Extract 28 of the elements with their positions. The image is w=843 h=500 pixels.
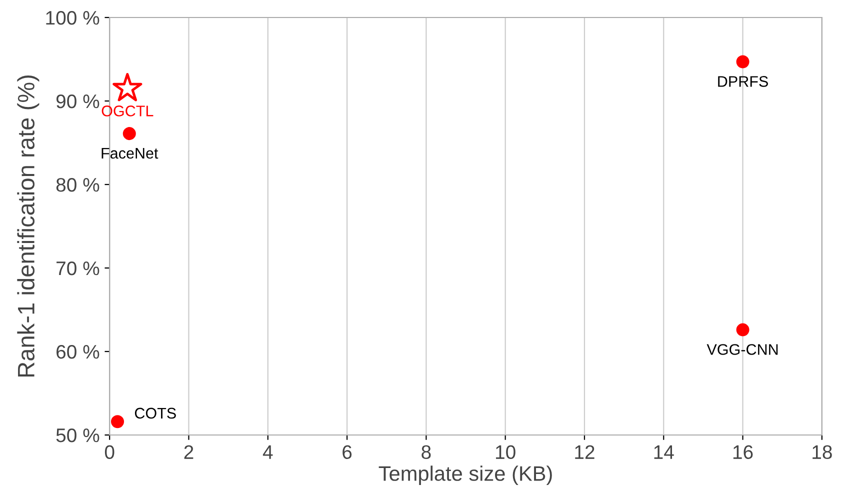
x-tick-label: 10 [496,445,516,460]
y-tick-label: 70 % [56,261,100,276]
y-tick-label: 80 % [56,178,100,192]
x-tick-label: 6 [342,445,352,460]
annotation: VGG-CNN [706,344,778,355]
y-tick-label: 90 % [56,94,100,108]
x-tick-label: 2 [184,445,194,459]
x-tick-label: 14 [654,445,674,459]
point [122,127,136,140]
y-axis-title: Rank-1 identification rate (%) [17,75,40,377]
x-tick-label: 8 [422,445,431,460]
series-label: OGCTL [102,106,154,116]
x-tick-label: 12 [575,445,594,459]
point [736,323,750,336]
point [736,55,750,68]
point [112,72,142,102]
x-tick-label: 4 [262,445,273,459]
y-tick-label: 50 % [56,428,100,442]
x-axis-title: Template size (KB) [378,466,552,486]
point [111,415,124,428]
annotation: COTS [134,408,176,419]
y-tick-label: 60 % [56,344,100,359]
x-tick-label: 16 [733,445,753,460]
x-tick-label: 0 [104,445,114,460]
annotation: FaceNet [102,148,158,159]
annotation: DPRFS [718,76,768,87]
x-tick-label: 18 [812,445,832,460]
y-tick-label: 100 % [46,10,100,25]
